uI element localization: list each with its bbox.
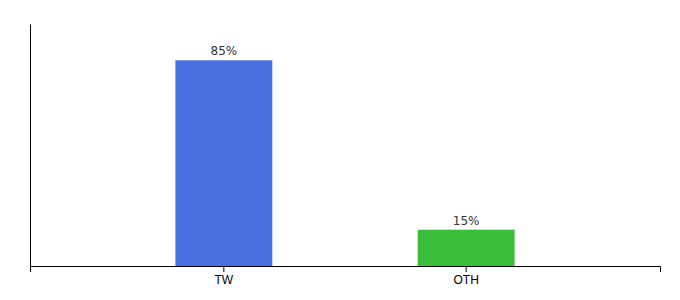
data-labels: 85% 15% [211,44,480,227]
chart: TW OTH 85% 15% [0,0,680,300]
bars [175,60,514,266]
data-label: 85% [211,44,238,58]
plot: TW OTH 85% 15% [31,25,661,287]
x-axis-line [31,267,661,273]
x-tick-label: TW [215,273,234,287]
bar [418,230,515,266]
x-tick: TW [215,266,234,287]
y-axis [30,25,31,267]
x-tick-label: OTH [453,273,478,287]
y-axis-line [30,25,31,267]
bar [175,60,272,266]
x-tick-mark [466,266,467,272]
x-tick: OTH [453,266,478,287]
x-axis: TW OTH [31,266,661,287]
data-label: 15% [453,214,480,228]
x-tick-mark [223,266,224,272]
